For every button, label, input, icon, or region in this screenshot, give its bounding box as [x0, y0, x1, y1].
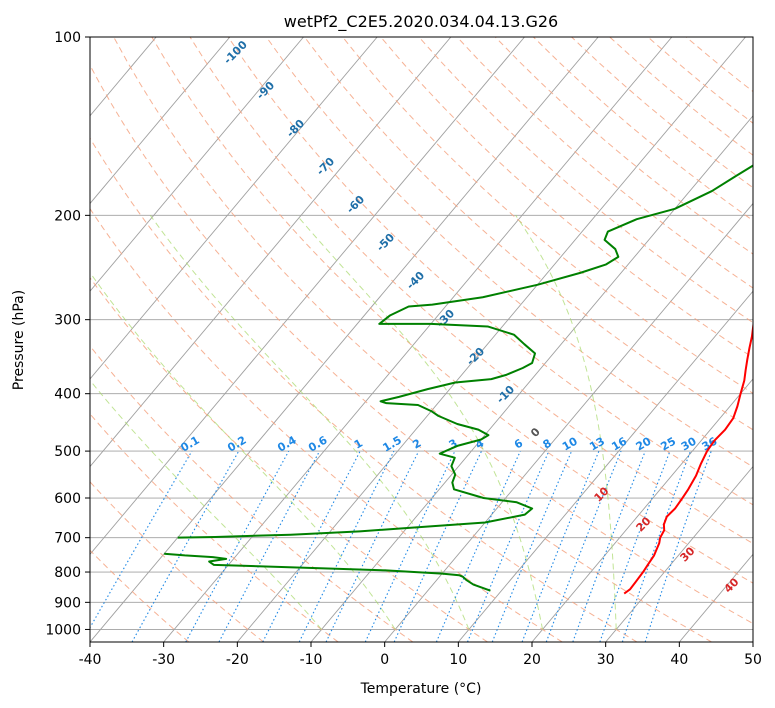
plot-frame: [89, 36, 754, 643]
isotherm-line: [90, 37, 599, 642]
mixing-ratio-line: [298, 450, 395, 642]
x-axis-ticks: -40 -30 -20 -10 0 10 20 30 40 50: [79, 642, 762, 668]
y-tick-label: 900: [54, 595, 81, 611]
y-tick-label: 300: [54, 313, 81, 329]
x-tick-label: -10: [300, 652, 323, 668]
dry-adiabat-line: [90, 207, 563, 642]
x-axis-label: Temperature (°C): [360, 681, 482, 697]
dry-adiabat-line: [189, 37, 753, 545]
mixing-ratio-line: [491, 450, 573, 642]
x-tick-label: 30: [597, 652, 615, 668]
isotherm-line: [90, 37, 304, 292]
x-tick-label: -20: [226, 652, 249, 668]
x-tick-label: 0: [380, 652, 389, 668]
isotherm-line: [163, 37, 673, 642]
isotherm-line: [90, 37, 452, 468]
y-tick-label: 1000: [45, 622, 81, 638]
mixing-ratio-line: [521, 450, 600, 642]
isotherm-line: [752, 641, 753, 642]
x-tick-label: -40: [79, 652, 102, 668]
dry-adiabat-line: [90, 276, 488, 642]
moist-adiabat-line: [90, 379, 322, 630]
isotherm-line: [531, 378, 753, 642]
dry-adiabat-line: [113, 37, 753, 625]
y-tick-label: 100: [54, 30, 81, 46]
dry-adiabat-line: [90, 549, 190, 642]
dewpoint-trace: [177, 164, 753, 539]
plot-background: [90, 37, 753, 642]
mixing-ratio-line: [621, 450, 692, 642]
profile-lines: [164, 164, 753, 595]
x-tick-label: 50: [744, 652, 762, 668]
y-tick-label: 700: [54, 531, 81, 547]
mixing-ratio-line: [599, 450, 671, 642]
y-tick-label: 800: [54, 565, 81, 581]
temperature-trace: [623, 319, 753, 595]
dry-adiabat-line: [90, 345, 414, 642]
moist-adiabat-line: [90, 271, 396, 630]
mixing-ratio-line: [185, 450, 290, 642]
isotherm-line: [0, 37, 9, 642]
isotherm-line: [384, 202, 753, 642]
mixing-ratio-line: [644, 450, 712, 642]
moist-adiabat-line: [515, 215, 617, 630]
x-tick-label: 40: [670, 652, 688, 668]
y-tick-label: 500: [54, 444, 81, 460]
isotherm-line: [90, 37, 525, 556]
isotherm-line: [236, 37, 746, 642]
mixing-ratio-line: [262, 450, 361, 642]
isotherm-line: [605, 465, 753, 642]
mixing-ratio-line: [435, 450, 521, 642]
y-tick-label: 400: [54, 387, 81, 403]
chart-title: wetPf2_C2E5.2020.034.04.13.G26: [284, 12, 558, 32]
dry-adiabat-line: [456, 37, 753, 289]
moist-adiabat-line: [296, 215, 544, 630]
dry-adiabat-line: [227, 37, 753, 506]
mixing-ratio-line: [131, 450, 240, 642]
isotherm-line: [90, 37, 378, 380]
y-axis-ticks: 100 200 300 400 500 600 700 800 900 1000: [45, 30, 90, 638]
mixing-ratio-line: [467, 450, 550, 642]
x-tick-label: 10: [449, 652, 467, 668]
mixing-ratio-line: [218, 450, 321, 642]
dry-adiabat-line: [90, 137, 638, 642]
dry-adiabat-line: [418, 37, 753, 324]
dry-adiabat-line: [265, 37, 753, 468]
dry-adiabat-line: [151, 37, 753, 584]
dry-adiabat-line: [90, 64, 712, 642]
mixing-ratio-line: [545, 450, 622, 642]
mixing-ratio-line: [572, 450, 646, 642]
dewpoint-trace: [164, 552, 491, 592]
y-axis-label: Pressure (hPa): [11, 290, 27, 390]
y-tick-label: 200: [54, 208, 81, 224]
isotherm-line: [90, 37, 231, 205]
isotherm-line: [457, 290, 753, 642]
x-tick-label: -30: [152, 652, 175, 668]
y-tick-label: 600: [54, 491, 81, 507]
x-tick-label: 20: [523, 652, 541, 668]
moist-adiabat-line: [149, 215, 470, 630]
